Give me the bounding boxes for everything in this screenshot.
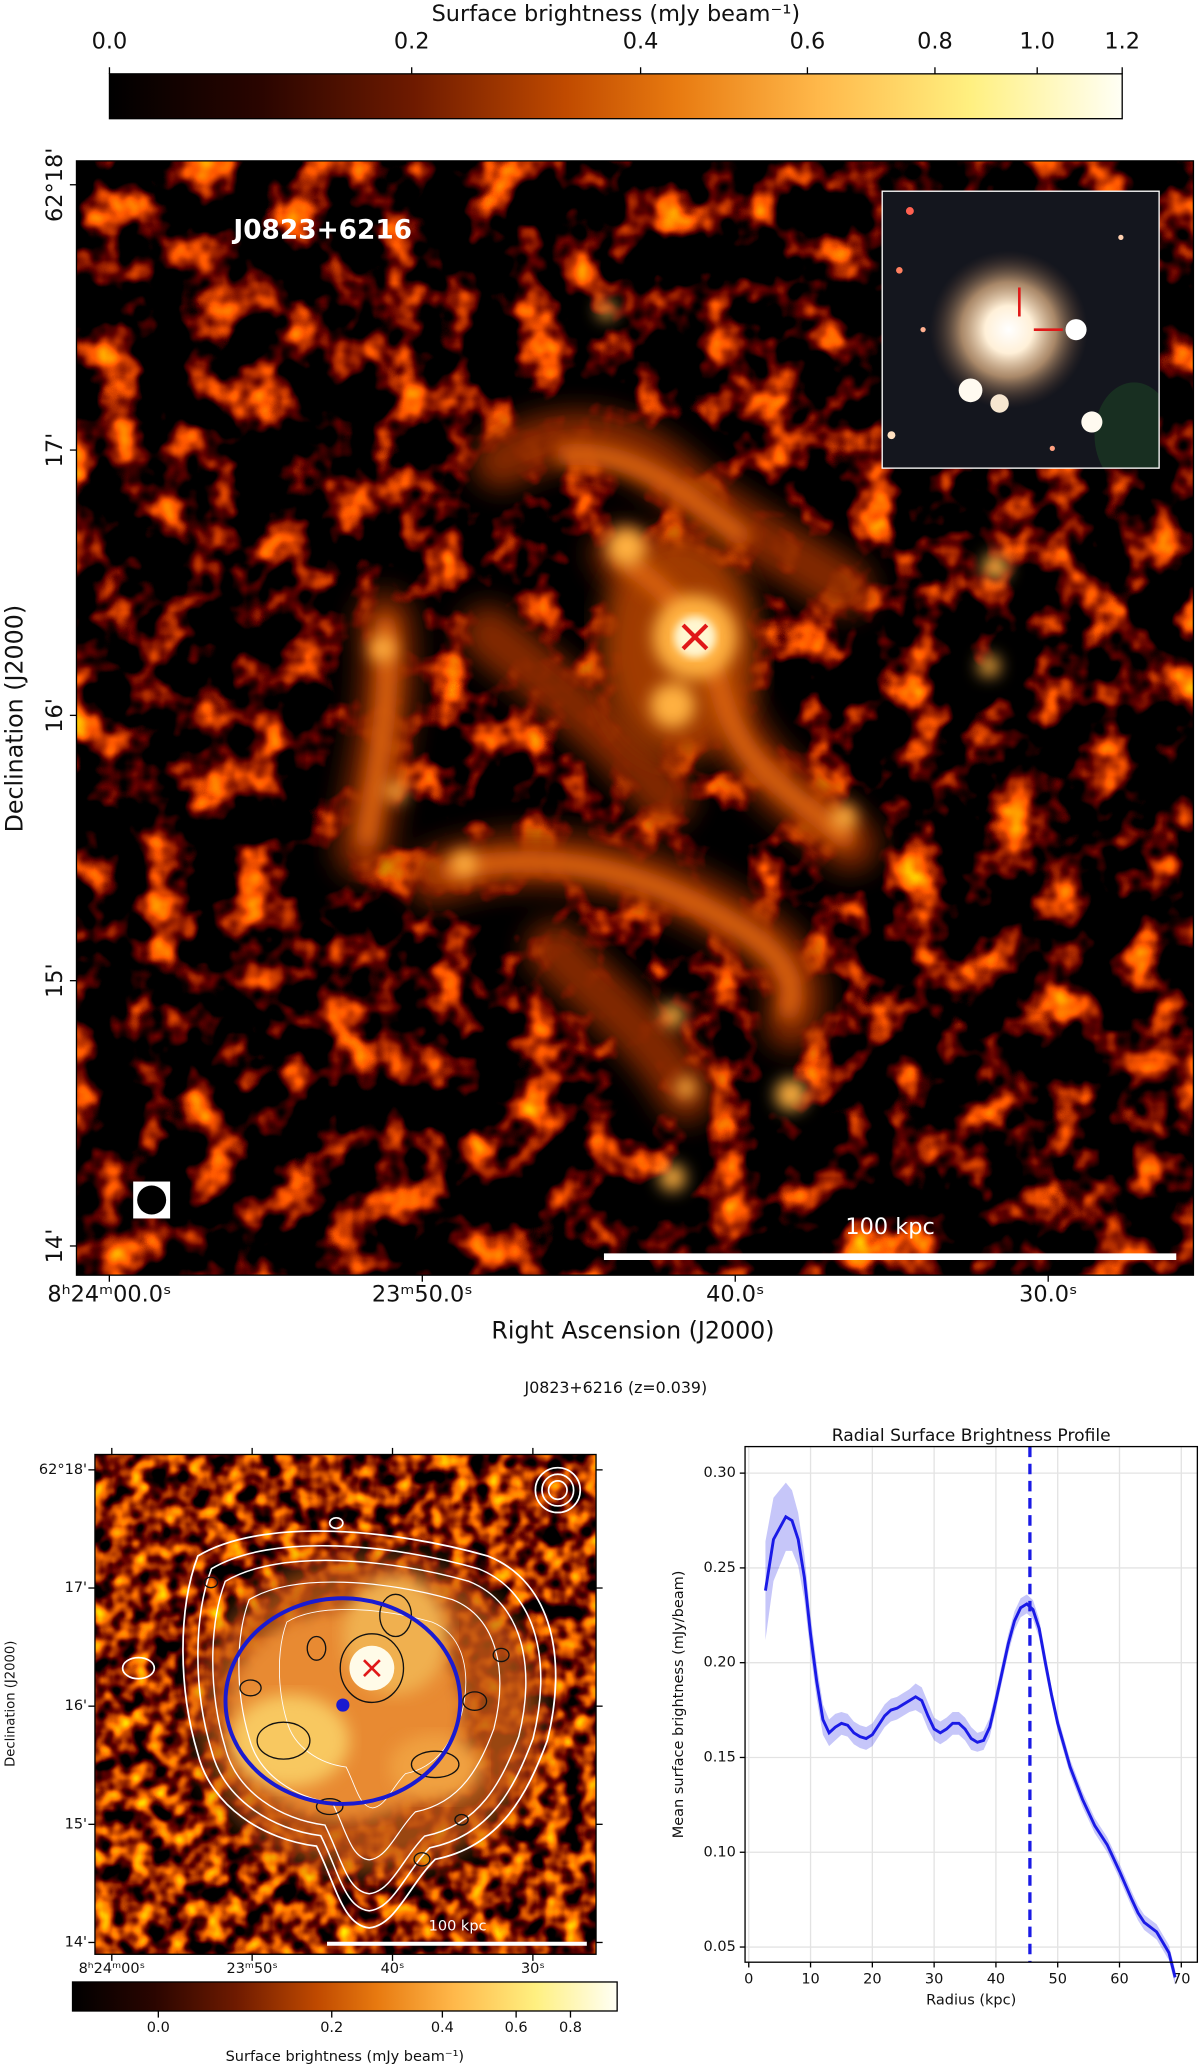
x-tick-label: 40ˢ [381, 1961, 405, 1977]
x-axis-label: Right Ascension (J2000) [491, 1316, 774, 1344]
y-tick-label: 0.20 [704, 1655, 736, 1671]
core-marker [681, 623, 709, 651]
source-label: J0823+6216 [231, 215, 412, 245]
colorbar-tick-label: 0.2 [320, 2020, 343, 2036]
colorbar-tick-label: 0.6 [790, 29, 826, 55]
x-axis-label: Radius (kpc) [926, 1992, 1016, 2008]
colorbar-tick-label: 0.4 [623, 29, 659, 55]
aperture-ellipse [223, 1596, 463, 1806]
colorbar-tick-label: 0.2 [394, 29, 430, 55]
y-tick-label: 14' [65, 1934, 87, 1950]
x-tick-label: 60 [1110, 1971, 1128, 1987]
x-tick-label: 20 [863, 1971, 881, 1987]
colorbar-tick-label: 1.2 [1104, 29, 1140, 55]
y-tick-label: 0.25 [704, 1560, 736, 1576]
colorbar-tick-label: 0.0 [92, 29, 128, 55]
error-band [765, 1482, 1176, 1985]
colorbar-tick-label: 0.6 [505, 2020, 528, 2036]
x-tick-label: 23ᵐ50.0ˢ [372, 1281, 473, 1307]
x-tick-label: 8ʰ24ᵐ00.0ˢ [47, 1281, 171, 1307]
core-marker-small [363, 1659, 381, 1677]
x-tick-label: 30 [925, 1971, 943, 1987]
colorbar-tick-label: 0.0 [147, 2020, 170, 2036]
image-frame [75, 160, 1195, 1276]
x-tick-label: 10 [801, 1971, 819, 1987]
y-tick-label: 0.15 [704, 1749, 736, 1765]
x-tick-label: 23ᵐ50ˢ [226, 1961, 277, 1977]
x-tick-label: 40.0ˢ [706, 1281, 764, 1307]
colorbar-label: Surface brightness (mJy beam⁻¹) [432, 1, 800, 27]
x-tick-label: 8ʰ24ᵐ00ˢ [79, 1961, 145, 1977]
y-tick-label: 15' [65, 1816, 87, 1832]
y-tick-label: 62°18' [42, 148, 68, 222]
y-tick-label: 16' [42, 698, 68, 733]
colorbar [71, 1981, 618, 2012]
inset-crosshair [1018, 287, 1063, 331]
y-tick-label: 17' [42, 433, 68, 468]
colorbar-tick-label: 0.4 [431, 2020, 454, 2036]
optical-inset [882, 191, 1160, 469]
x-tick-label: 0 [744, 1971, 753, 1987]
colorbar-tick-label: 0.8 [917, 29, 953, 55]
y-tick-label: 0.30 [704, 1465, 736, 1481]
beam [137, 1185, 167, 1215]
image-frame [94, 1453, 597, 1955]
x-tick-label: 30ˢ [521, 1961, 545, 1977]
y-tick-label: 14' [42, 1229, 68, 1264]
colorbar-label: Surface brightness (mJy beam⁻¹) [226, 2049, 464, 2065]
colorbar-tick-label: 1.0 [1019, 29, 1055, 55]
y-tick-label: 0.10 [704, 1844, 736, 1860]
x-tick-label: 40 [987, 1971, 1005, 1987]
figure-title: J0823+6216 (z=0.039) [524, 1378, 708, 1397]
colorbar [108, 73, 1123, 120]
x-tick-label: 70 [1172, 1971, 1190, 1987]
y-tick-label: 0.05 [704, 1939, 736, 1955]
profile-line [764, 1514, 1177, 1978]
y-tick-label: 17' [65, 1580, 87, 1596]
y-tick-label: 15' [42, 963, 68, 998]
chart-title: Radial Surface Brightness Profile [832, 1426, 1111, 1446]
x-tick-label: 30.0ˢ [1019, 1281, 1077, 1307]
y-axis-label: Declination (J2000) [0, 605, 28, 832]
scale-bar-label: 100 kpc [429, 1919, 487, 1935]
inset-frame [881, 190, 1160, 469]
y-axis-label: Mean surface brightness (mJy/beam) [671, 1571, 687, 1839]
y-tick-label: 62°18' [39, 1462, 87, 1478]
colorbar-tick-label: 0.8 [559, 2020, 582, 2036]
plot-frame [744, 1445, 1199, 1963]
centroid [336, 1698, 350, 1712]
x-tick-label: 50 [1048, 1971, 1066, 1987]
scale-bar-label: 100 kpc [845, 1214, 934, 1240]
y-tick-label: 16' [65, 1698, 87, 1714]
y-axis-label: Declination (J2000) [4, 1641, 19, 1767]
